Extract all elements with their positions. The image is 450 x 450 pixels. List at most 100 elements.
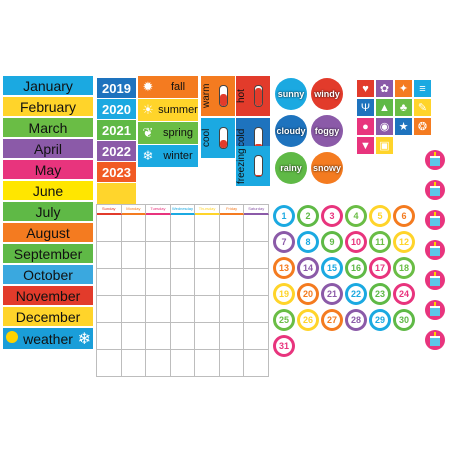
season-card-winter[interactable]: ❄ winter bbox=[138, 145, 198, 167]
date-number-28[interactable]: 28 bbox=[345, 309, 367, 331]
calendar-cell[interactable] bbox=[170, 350, 196, 377]
temperature-card-hot[interactable]: hot bbox=[236, 76, 270, 116]
birthday-circle[interactable] bbox=[425, 270, 445, 290]
date-number-3[interactable]: 3 bbox=[321, 205, 343, 227]
weather-card[interactable]: weather ❄ bbox=[3, 328, 93, 349]
weather-circle-rainy[interactable]: rainy bbox=[275, 152, 307, 184]
calendar-cell[interactable] bbox=[244, 296, 269, 323]
calendar-cell[interactable] bbox=[195, 215, 220, 242]
calendar-cell[interactable] bbox=[97, 323, 122, 350]
weather-circle-windy[interactable]: windy bbox=[311, 78, 343, 110]
year-blank-card[interactable] bbox=[97, 183, 136, 205]
month-card-july[interactable]: July bbox=[3, 202, 93, 221]
us-flag-icon[interactable]: ★ bbox=[395, 118, 412, 135]
calendar-cell[interactable] bbox=[97, 215, 122, 242]
calendar-cell[interactable] bbox=[97, 269, 122, 296]
year-card-2022[interactable]: 2022 bbox=[97, 141, 136, 161]
pumpkin-icon[interactable]: ◉ bbox=[376, 118, 393, 135]
calendar-cell[interactable] bbox=[244, 269, 269, 296]
calendar-cell[interactable] bbox=[170, 215, 196, 242]
date-number-27[interactable]: 27 bbox=[321, 309, 343, 331]
date-number-26[interactable]: 26 bbox=[297, 309, 319, 331]
calendar-cell[interactable] bbox=[121, 296, 147, 323]
date-number-20[interactable]: 20 bbox=[297, 283, 319, 305]
calendar-cell[interactable] bbox=[219, 269, 245, 296]
calendar-cell[interactable] bbox=[121, 350, 147, 377]
date-number-15[interactable]: 15 bbox=[321, 257, 343, 279]
menorah-icon[interactable]: Ψ bbox=[357, 99, 374, 116]
calendar-cell[interactable] bbox=[146, 215, 171, 242]
month-card-may[interactable]: May bbox=[3, 160, 93, 179]
weather-circle-snowy[interactable]: snowy bbox=[311, 152, 343, 184]
heart-icon[interactable]: ♥ bbox=[357, 80, 374, 97]
date-number-18[interactable]: 18 bbox=[393, 257, 415, 279]
calendar-cell[interactable] bbox=[97, 350, 122, 377]
date-number-16[interactable]: 16 bbox=[345, 257, 367, 279]
month-card-february[interactable]: February bbox=[3, 97, 93, 116]
calendar-cell[interactable] bbox=[146, 323, 171, 350]
date-number-2[interactable]: 2 bbox=[297, 205, 319, 227]
date-number-31[interactable]: 31 bbox=[273, 335, 295, 357]
calendar-cell[interactable] bbox=[195, 323, 220, 350]
date-number-10[interactable]: 10 bbox=[345, 231, 367, 253]
temperature-card-freezing[interactable]: freezing bbox=[236, 146, 270, 186]
birthday-circle[interactable] bbox=[425, 150, 445, 170]
present-icon[interactable]: ▣ bbox=[376, 137, 393, 154]
calendar-cell[interactable] bbox=[219, 323, 245, 350]
birthday-circle[interactable] bbox=[425, 330, 445, 350]
calendar-cell[interactable] bbox=[219, 350, 245, 377]
calendar-cell[interactable] bbox=[195, 269, 220, 296]
calendar-cell[interactable] bbox=[170, 323, 196, 350]
turkey-icon[interactable]: ❂ bbox=[414, 118, 431, 135]
year-card-2019[interactable]: 2019 bbox=[97, 78, 136, 98]
calendar-cell[interactable] bbox=[97, 296, 122, 323]
calendar-cell[interactable] bbox=[219, 296, 245, 323]
date-number-9[interactable]: 9 bbox=[321, 231, 343, 253]
calendar-cell[interactable] bbox=[97, 242, 122, 269]
calendar-cell[interactable] bbox=[244, 323, 269, 350]
date-number-6[interactable]: 6 bbox=[393, 205, 415, 227]
month-card-january[interactable]: January bbox=[3, 76, 93, 95]
calendar-cell[interactable] bbox=[121, 269, 147, 296]
calendar-cell[interactable] bbox=[244, 350, 269, 377]
calendar-cell[interactable] bbox=[146, 296, 171, 323]
calendar-cell[interactable] bbox=[121, 215, 147, 242]
date-number-14[interactable]: 14 bbox=[297, 257, 319, 279]
birthday-circle[interactable] bbox=[425, 300, 445, 320]
year-card-2021[interactable]: 2021 bbox=[97, 120, 136, 140]
date-number-19[interactable]: 19 bbox=[273, 283, 295, 305]
calendar-cell[interactable] bbox=[146, 350, 171, 377]
egg-icon[interactable]: ● bbox=[357, 118, 374, 135]
date-number-11[interactable]: 11 bbox=[369, 231, 391, 253]
season-card-spring[interactable]: ❦ spring bbox=[138, 122, 198, 144]
season-card-summer[interactable]: ☀ summer bbox=[138, 99, 198, 121]
date-number-24[interactable]: 24 bbox=[393, 283, 415, 305]
date-number-21[interactable]: 21 bbox=[321, 283, 343, 305]
month-card-september[interactable]: September bbox=[3, 244, 93, 263]
calendar-cell[interactable] bbox=[244, 215, 269, 242]
date-number-29[interactable]: 29 bbox=[369, 309, 391, 331]
month-card-march[interactable]: March bbox=[3, 118, 93, 137]
bunny-icon[interactable]: ✿ bbox=[376, 80, 393, 97]
birthday-circle[interactable] bbox=[425, 180, 445, 200]
calendar-cell[interactable] bbox=[219, 215, 245, 242]
year-card-2023[interactable]: 2023 bbox=[97, 162, 136, 182]
month-card-november[interactable]: November bbox=[3, 286, 93, 305]
calendar-cell[interactable] bbox=[170, 296, 196, 323]
calendar-cell[interactable] bbox=[195, 242, 220, 269]
witch-icon[interactable]: ✦ bbox=[395, 80, 412, 97]
year-card-2020[interactable]: 2020 bbox=[97, 99, 136, 119]
date-number-17[interactable]: 17 bbox=[369, 257, 391, 279]
calendar-cell[interactable] bbox=[170, 269, 196, 296]
calendar-cell[interactable] bbox=[170, 242, 196, 269]
date-number-22[interactable]: 22 bbox=[345, 283, 367, 305]
calendar-cell[interactable] bbox=[121, 323, 147, 350]
season-card-fall[interactable]: ✹ fall bbox=[138, 76, 198, 98]
date-number-25[interactable]: 25 bbox=[273, 309, 295, 331]
month-card-april[interactable]: April bbox=[3, 139, 93, 158]
date-number-1[interactable]: 1 bbox=[273, 205, 295, 227]
weather-circle-sunny[interactable]: sunny bbox=[275, 78, 307, 110]
birthday-circle[interactable] bbox=[425, 210, 445, 230]
birthday-circle[interactable] bbox=[425, 240, 445, 260]
date-number-5[interactable]: 5 bbox=[369, 205, 391, 227]
